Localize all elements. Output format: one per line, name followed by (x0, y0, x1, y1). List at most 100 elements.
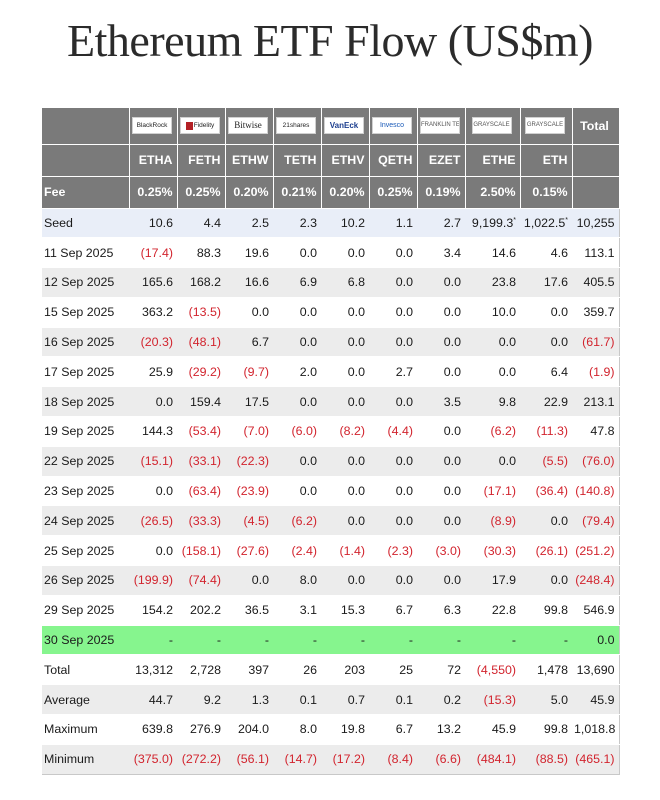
table-row: 29 Sep 2025 154.2 202.2 36.5 3.1 15.3 6.7 6.3 22… (42, 594, 619, 626)
issuer-name: GRAYSCALE (473, 122, 510, 129)
ticker-row: ETHA FETH ETHW TETH ETHV QETH EZET ETHE ETH (42, 143, 620, 176)
value-cell: (8.9) (465, 505, 520, 536)
value-cell: 9.2 (177, 684, 225, 715)
value-cell: (26.5) (129, 505, 177, 536)
value-cell: (20.3) (129, 326, 177, 357)
value-cell: (22.3) (225, 445, 273, 477)
value-cell: (3.0) (417, 535, 465, 566)
fee-cell: 0.15% (520, 175, 573, 208)
value-cell: 3.5 (417, 386, 465, 417)
value-cell: 9,199.3* (465, 207, 520, 238)
value-cell: 99.8 (520, 594, 572, 626)
value-cell: 1.1 (369, 207, 417, 238)
value-cell: 36.5 (225, 594, 273, 626)
value-cell: 6.3 (417, 594, 465, 626)
ticker-cell: ETHA (129, 143, 178, 176)
row-label: 18 Sep 2025 (42, 386, 129, 417)
value-cell: (140.8) (572, 475, 619, 506)
issuer-logo: GRAYSCALE (471, 117, 512, 135)
value-cell: 9.8 (465, 386, 520, 417)
row-label: Total (42, 654, 129, 685)
value-cell: (272.2) (177, 743, 225, 775)
value-cell: (5.5) (520, 445, 572, 477)
issuer-logo-cell: GRAYSCALE (520, 108, 573, 144)
value-cell: 0.0 (465, 445, 520, 477)
value-cell: 0.0 (129, 475, 177, 506)
value-cell: 0.0 (417, 475, 465, 506)
fidelity-logo-mark (185, 121, 193, 130)
value-cell: 88.3 (177, 237, 225, 268)
value-cell: 0.0 (369, 296, 417, 328)
value-cell: 0.0 (369, 237, 417, 268)
row-label: Average (42, 684, 129, 715)
value-cell: 0.0 (369, 326, 417, 357)
value-cell: 0.0 (321, 505, 369, 536)
value-cell: (48.1) (177, 326, 225, 357)
issuer-logo-cell: 21shares (273, 108, 322, 144)
table-row: 18 Sep 2025 0.0 159.4 17.5 0.0 0.0 0.0 3.5 9.8 22… (42, 386, 619, 417)
value-cell: 0.2 (417, 684, 465, 715)
ticker-cell: ETHE (465, 143, 521, 176)
value-cell: 0.0 (321, 296, 369, 328)
issuer-logo-cell: Bitwise (225, 108, 274, 144)
row-label: 26 Sep 2025 (42, 565, 129, 596)
etf-flow-table: BlackRock Fidelity Bitwise 21shares VanEck In… (42, 108, 620, 775)
value-cell: 203 (321, 654, 369, 685)
value-cell: 0.0 (321, 237, 369, 268)
value-cell: (15.3) (465, 684, 520, 715)
value-cell: 0.0 (321, 386, 369, 417)
value-cell: - (129, 624, 177, 655)
value-cell: 26 (273, 654, 321, 685)
value-cell: 1,022.5* (520, 207, 572, 238)
value-cell: 99.8 (520, 714, 572, 745)
row-label: 29 Sep 2025 (42, 594, 129, 626)
value-cell: 0.0 (465, 326, 520, 357)
value-cell: 0.0 (273, 445, 321, 477)
value-cell: 0.0 (273, 296, 321, 328)
value-cell: 17.5 (225, 386, 273, 417)
value-cell: 3.4 (417, 237, 465, 268)
value-cell: 0.1 (369, 684, 417, 715)
value-cell: (248.4) (572, 565, 619, 596)
value-cell: 6.7 (369, 594, 417, 626)
value-cell: (63.4) (177, 475, 225, 506)
table-row: Average 44.7 9.2 1.3 0.1 0.7 0.1 0.2 (15.3) 5.0 45… (42, 684, 619, 715)
value-cell: (9.7) (225, 356, 273, 387)
value-cell: 19.8 (321, 714, 369, 745)
value-cell: 168.2 (177, 267, 225, 298)
issuer-logo: Bitwise (228, 117, 268, 135)
value-cell: 0.0 (129, 535, 177, 566)
fee-cell: 0.20% (225, 175, 274, 208)
issuer-logo-cell: Fidelity (177, 108, 226, 144)
value-cell: (4,550) (465, 654, 520, 685)
row-label: 23 Sep 2025 (42, 475, 129, 506)
value-cell: 0.0 (520, 326, 572, 357)
table-row: 11 Sep 2025 (17.4) 88.3 19.6 0.0 0.0 0.0 3.4 14.… (42, 237, 619, 268)
value-cell: 23.8 (465, 267, 520, 298)
ticker-cell: FETH (177, 143, 226, 176)
value-cell: 8.0 (273, 565, 321, 596)
value-cell: 2.0 (273, 356, 321, 387)
value-cell: (2.4) (273, 535, 321, 566)
value-cell: 47.8 (572, 416, 619, 447)
footnote-marker: * (565, 216, 568, 224)
table-row: Total 13,312 2,728 397 26 203 25 72 (4,550) 1,478… (42, 654, 619, 685)
ticker-cell: QETH (369, 143, 418, 176)
ticker-cell: EZET (417, 143, 466, 176)
row-label: 11 Sep 2025 (42, 237, 129, 268)
issuer-logo: Invesco (372, 117, 412, 135)
value-cell: 10,255 (572, 207, 619, 238)
value-cell: (36.4) (520, 475, 572, 506)
fee-cell: 0.21% (273, 175, 322, 208)
row-label: 30 Sep 2025 (42, 624, 129, 655)
value-cell: 5.0 (520, 684, 572, 715)
table-row: Maximum 639.8 276.9 204.0 8.0 19.8 6.7 13.2 45.9… (42, 714, 619, 745)
value-cell: 0.0 (417, 565, 465, 596)
issuer-name: Fidelity (193, 122, 215, 130)
page-title: Ethereum ETF Flow (US$m) (67, 15, 593, 66)
issuer-logo: FRANKLIN TEMPLETON (420, 117, 460, 135)
value-cell: 0.0 (273, 475, 321, 506)
value-cell: (6.0) (273, 416, 321, 447)
value-cell: 0.0 (520, 565, 572, 596)
value-cell: 405.5 (572, 267, 619, 298)
